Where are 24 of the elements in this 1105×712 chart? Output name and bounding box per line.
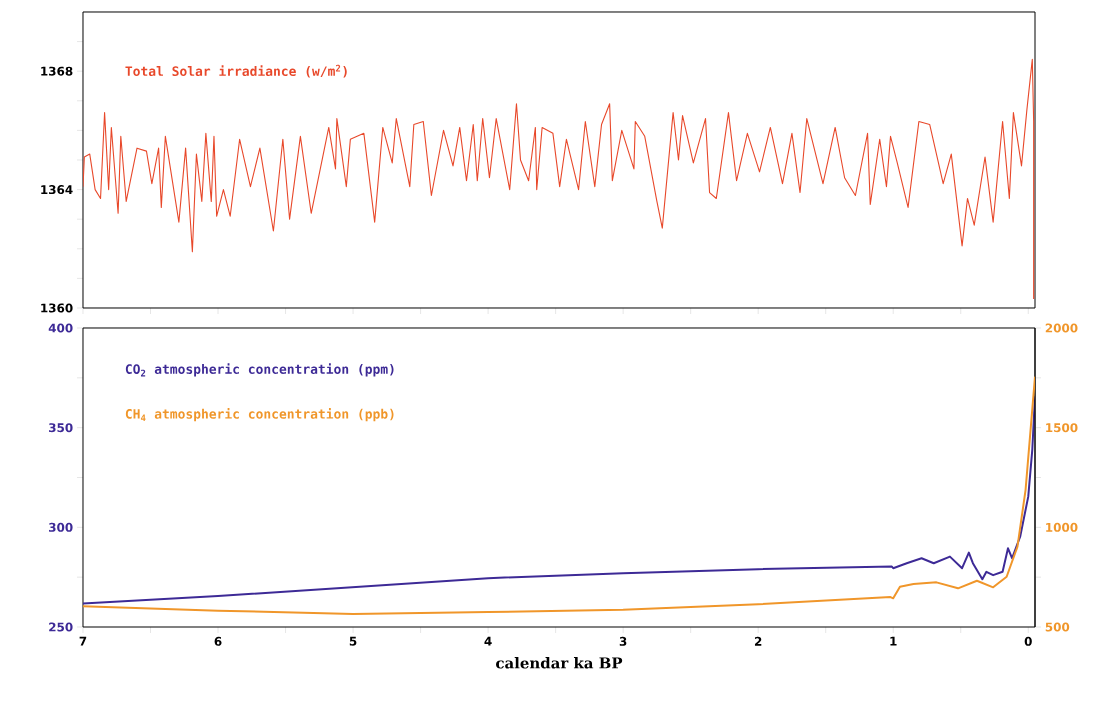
x-tick-label: 2 — [754, 636, 762, 646]
y-tick-label: 400 — [48, 323, 73, 333]
y2-tick-label: 1500 — [1046, 423, 1078, 433]
y-tick-label: 1368 — [41, 66, 73, 76]
text: Total Solar irradiance (w/m$^{2}$) — [125, 64, 347, 78]
x-tick-label: 5 — [349, 636, 357, 646]
y-tick-label: 250 — [49, 622, 73, 632]
x-tick-label: 3 — [619, 636, 627, 646]
y2-tick-label: 2000 — [1045, 323, 1078, 333]
line-series — [82, 58, 1035, 300]
x-tick-label: 6 — [214, 636, 222, 646]
y-tick-label: 1364 — [41, 185, 73, 195]
text: CH$_{4}$ atmospheric concentration (ppb) — [125, 408, 394, 422]
x-tick-label: 4 — [484, 636, 492, 646]
y2-tick-label: 500 — [1045, 622, 1070, 632]
y-tick-label: 350 — [49, 423, 73, 433]
x-axis-title: calendar ka BP — [496, 657, 623, 669]
x-tick-label: 1 — [890, 636, 897, 646]
y-tick-label: 1360 — [41, 303, 73, 313]
x-tick-label: 7 — [79, 636, 87, 646]
y-tick-label: 300 — [49, 522, 73, 532]
y2-tick-label: 1000 — [1046, 522, 1078, 532]
text: CO$_{2}$ atmospheric concentration (ppm) — [125, 363, 394, 377]
x-tick-label: 0 — [1024, 636, 1032, 646]
